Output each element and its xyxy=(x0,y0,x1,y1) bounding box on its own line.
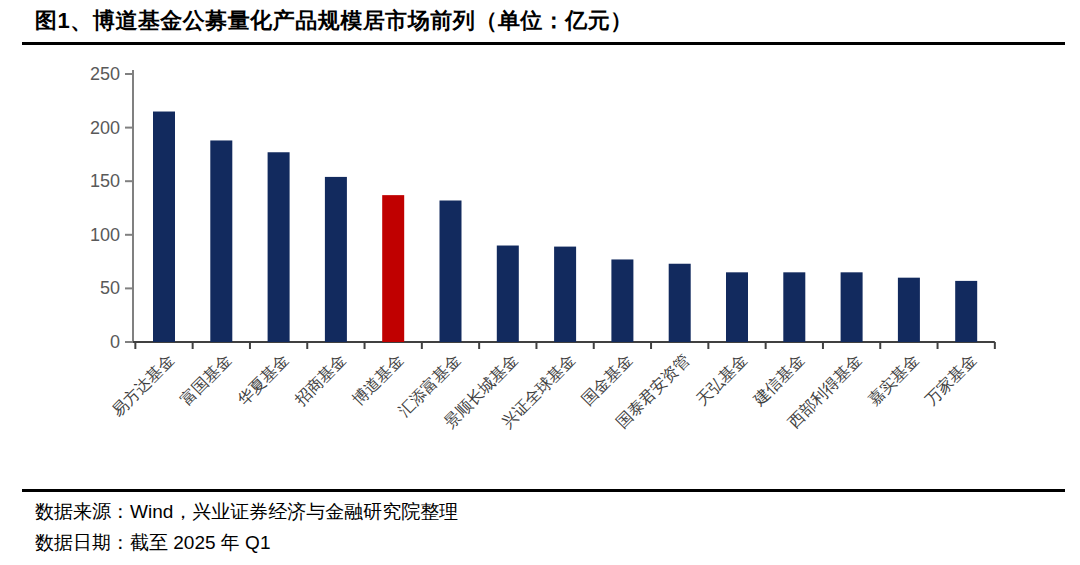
y-axis-tick-label: 250 xyxy=(90,64,120,84)
bar xyxy=(841,272,863,342)
bar-chart: 050100150200250易方达基金富国基金华夏基金招商基金博道基金汇添富基… xyxy=(0,46,1080,490)
footer-divider xyxy=(22,489,1065,492)
y-axis-tick-label: 200 xyxy=(90,118,120,138)
bar xyxy=(554,247,576,342)
bar xyxy=(611,259,633,342)
y-axis-tick-label: 150 xyxy=(90,171,120,191)
bar xyxy=(898,278,920,342)
x-axis-label: 富国基金 xyxy=(177,351,234,408)
x-axis-label: 嘉实基金 xyxy=(865,351,922,408)
y-axis-tick-label: 0 xyxy=(110,332,120,352)
bar xyxy=(268,152,290,342)
figure-title: 图1、博道基金公募量化产品规模居市场前列（单位：亿元） xyxy=(35,6,633,36)
x-axis-label: 万家基金 xyxy=(922,351,979,408)
bar-highlighted xyxy=(382,195,404,342)
data-source-note: 数据来源：Wind，兴业证券经济与金融研究院整理 xyxy=(35,499,458,525)
x-axis-label: 建信基金 xyxy=(749,351,807,409)
x-axis-label: 国金基金 xyxy=(578,351,635,408)
bar xyxy=(497,246,519,342)
x-axis-label: 招商基金 xyxy=(291,351,349,409)
bar xyxy=(726,272,748,342)
y-axis-tick-label: 100 xyxy=(90,225,120,245)
bar xyxy=(955,281,977,342)
bar xyxy=(783,272,805,342)
data-date-note: 数据日期：截至 2025 年 Q1 xyxy=(35,530,270,556)
bar xyxy=(210,140,232,342)
bar xyxy=(325,177,347,342)
x-axis-label: 天弘基金 xyxy=(693,351,750,408)
y-axis-tick-label: 50 xyxy=(100,278,120,298)
x-axis-label: 博道基金 xyxy=(349,351,406,408)
x-axis-label: 华夏基金 xyxy=(234,351,291,408)
bar xyxy=(669,264,691,342)
bar xyxy=(440,200,462,342)
bar xyxy=(153,112,175,342)
x-axis-label: 易方达基金 xyxy=(109,351,178,420)
title-divider xyxy=(22,42,1065,45)
report-figure: 图1、博道基金公募量化产品规模居市场前列（单位：亿元） 0 50 100 150 200… xyxy=(0,0,1080,565)
